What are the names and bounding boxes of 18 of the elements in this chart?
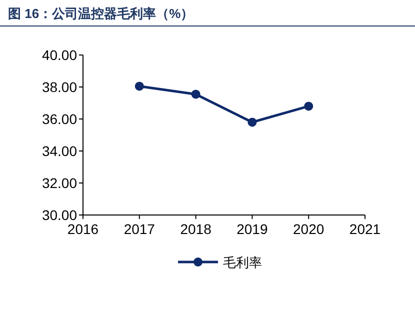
x-tick-label: 2021 [349,221,381,237]
y-tick-label: 36.00 [42,111,78,127]
point [304,102,314,111]
x-tick-label: 2019 [236,221,268,237]
y-tick-label: 30.00 [42,207,78,223]
x-tick-label: 2017 [124,221,156,237]
x-tick-label: 2018 [180,221,212,237]
x-tick-label: 2016 [67,221,99,237]
point [191,90,200,99]
legend-label: 毛利率 [223,255,262,270]
point [248,118,257,127]
y-tick-label: 38.00 [42,79,78,95]
y-tick-label: 32.00 [42,175,78,191]
y-tick-label: 40.00 [42,47,78,63]
chart-title: 图 16：公司温控器毛利率（%） [8,6,194,21]
point [134,82,144,91]
y-tick-label: 34.00 [42,143,78,159]
x-tick-label: 2020 [293,221,324,237]
